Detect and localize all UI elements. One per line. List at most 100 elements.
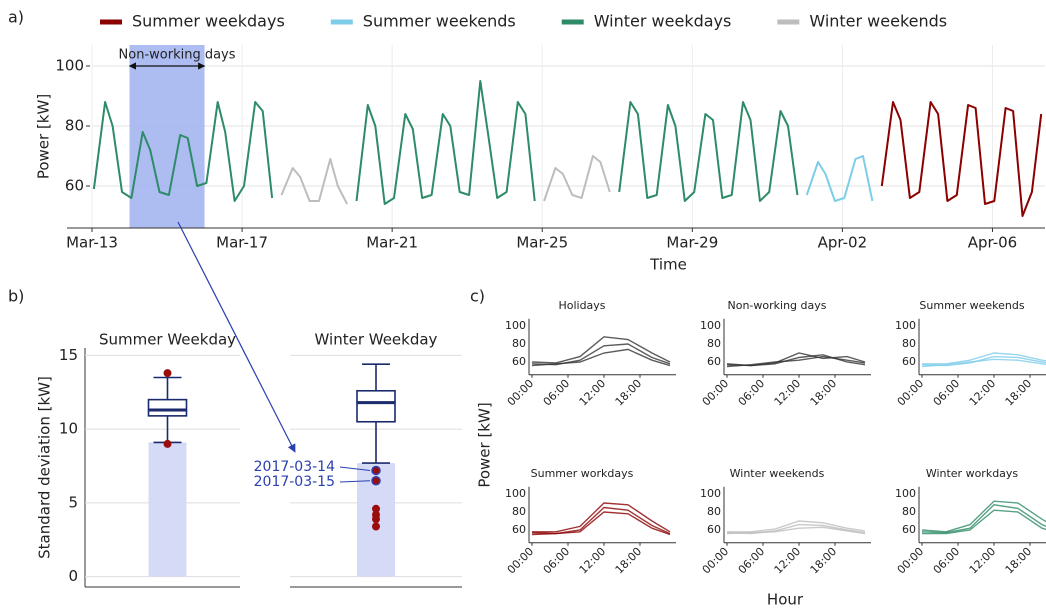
profile-line [727,520,866,533]
outlier-leader [339,466,371,471]
y-axis-title: Standard deviation [kW] [36,376,54,559]
highlight-label: Non-working days [119,48,236,63]
outlier [372,504,380,513]
profile-line [726,352,866,367]
y-tick-label: 100 [700,319,721,332]
y-axis-title: Power [kW] [35,94,53,179]
x-tick-label: 06:00 [931,545,963,577]
outlier-label: 2017-03-15 [254,474,335,490]
y-tick-label: 60 [707,355,721,368]
x-tick-label: 12:00 [577,377,609,409]
outlier-leader [339,480,371,483]
profile-line [531,348,671,367]
y-tick-label: 10 [59,420,78,438]
y-tick-label: 60 [512,523,526,536]
y-tick-label: 100 [895,319,916,332]
y-tick-label: 5 [68,493,78,511]
y-tick-label: 80 [512,505,526,518]
profile-line [922,509,1046,535]
profile-line [921,504,1046,534]
series-line [880,101,1043,217]
x-axis-title: Time [649,256,687,274]
series-line [280,155,611,205]
outlier [371,465,381,476]
x-tick-label: 12:00 [577,545,609,577]
outlier [163,369,172,378]
profile-line [726,355,866,368]
x-tick-label: 06:00 [931,377,963,409]
series-line [92,80,799,205]
box [147,398,188,417]
x-tick-label: 06:00 [541,545,573,577]
facet-title: Holidays [558,299,605,312]
y-tick-label: 60 [902,355,916,368]
x-tick-label: Mar-13 [66,234,118,252]
profile-line [921,500,1046,533]
y-tick-label: 60 [902,523,916,536]
legend-label: Summer weekends [363,12,516,31]
profile-line [531,336,671,364]
y-tick-label: 100 [505,319,526,332]
profile-line [922,352,1046,365]
panel-label: a) [8,8,24,27]
x-tick-label: Mar-29 [666,234,718,252]
y-tick-label: 100 [55,57,84,75]
x-tick-label: 00:00 [895,377,927,409]
x-tick-label: 12:00 [772,545,804,577]
x-tick-label: 12:00 [967,377,999,409]
x-tick-label: 06:00 [736,545,768,577]
x-tick-label: 12:00 [772,377,804,409]
outlier-label: 2017-03-14 [254,459,335,475]
x-tick-label: 06:00 [736,377,768,409]
x-tick-label: Apr-06 [968,234,1018,252]
x-tick-label: 06:00 [541,377,573,409]
profile-line [531,511,671,536]
profile-line [726,526,866,535]
outlier [163,439,172,448]
facet-title: Winter Weekday [315,331,438,349]
y-tick-label: 60 [707,523,721,536]
y-tick-label: 100 [895,487,916,500]
x-tick-label: Mar-21 [366,234,418,252]
x-tick-label: 18:00 [613,545,645,577]
outlier [372,515,380,524]
x-tick-label: 00:00 [700,377,732,409]
x-tick-label: 00:00 [505,545,537,577]
panel-label: c) [470,287,485,306]
profile-line [532,502,671,533]
x-tick-label: 18:00 [808,377,840,409]
x-tick-label: 00:00 [505,377,537,409]
figure-body: a) Summer weekdays Summer weekends Winter w… [8,8,1046,609]
profile-line [531,343,671,366]
connector-arrow [177,221,296,453]
outlier [371,476,381,486]
y-tick-label: 80 [902,505,916,518]
y-tick-label: 80 [512,337,526,350]
legend-label: Winter weekdays [594,12,732,31]
x-tick-label: 18:00 [1003,545,1035,577]
x-tick-label: 18:00 [1003,377,1035,409]
x-tick-label: 00:00 [700,545,732,577]
panel-label: b) [8,287,24,306]
highlight-region [129,45,205,228]
lower-bar [148,442,187,577]
x-axis-title: Hour [767,591,804,609]
y-tick-label: 100 [505,487,526,500]
legend-label: Winter weekends [809,12,947,31]
profile-line [921,358,1046,368]
x-tick-label: 00:00 [895,545,927,577]
y-tick-label: 0 [68,567,78,585]
outlier [372,522,380,531]
box [356,389,396,423]
x-tick-label: 18:00 [613,377,645,409]
legend-label: Summer weekdays [132,12,285,31]
x-tick-label: Mar-25 [516,234,568,252]
x-tick-label: Apr-02 [818,234,868,252]
facet-title: Summer weekends [919,299,1024,312]
x-tick-label: 12:00 [967,545,999,577]
y-tick-label: 60 [65,177,84,195]
facet-title: Summer workdays [531,467,634,480]
y-tick-label: 80 [707,505,721,518]
y-axis-title: Power [kW] [476,402,494,487]
y-tick-label: 80 [707,337,721,350]
